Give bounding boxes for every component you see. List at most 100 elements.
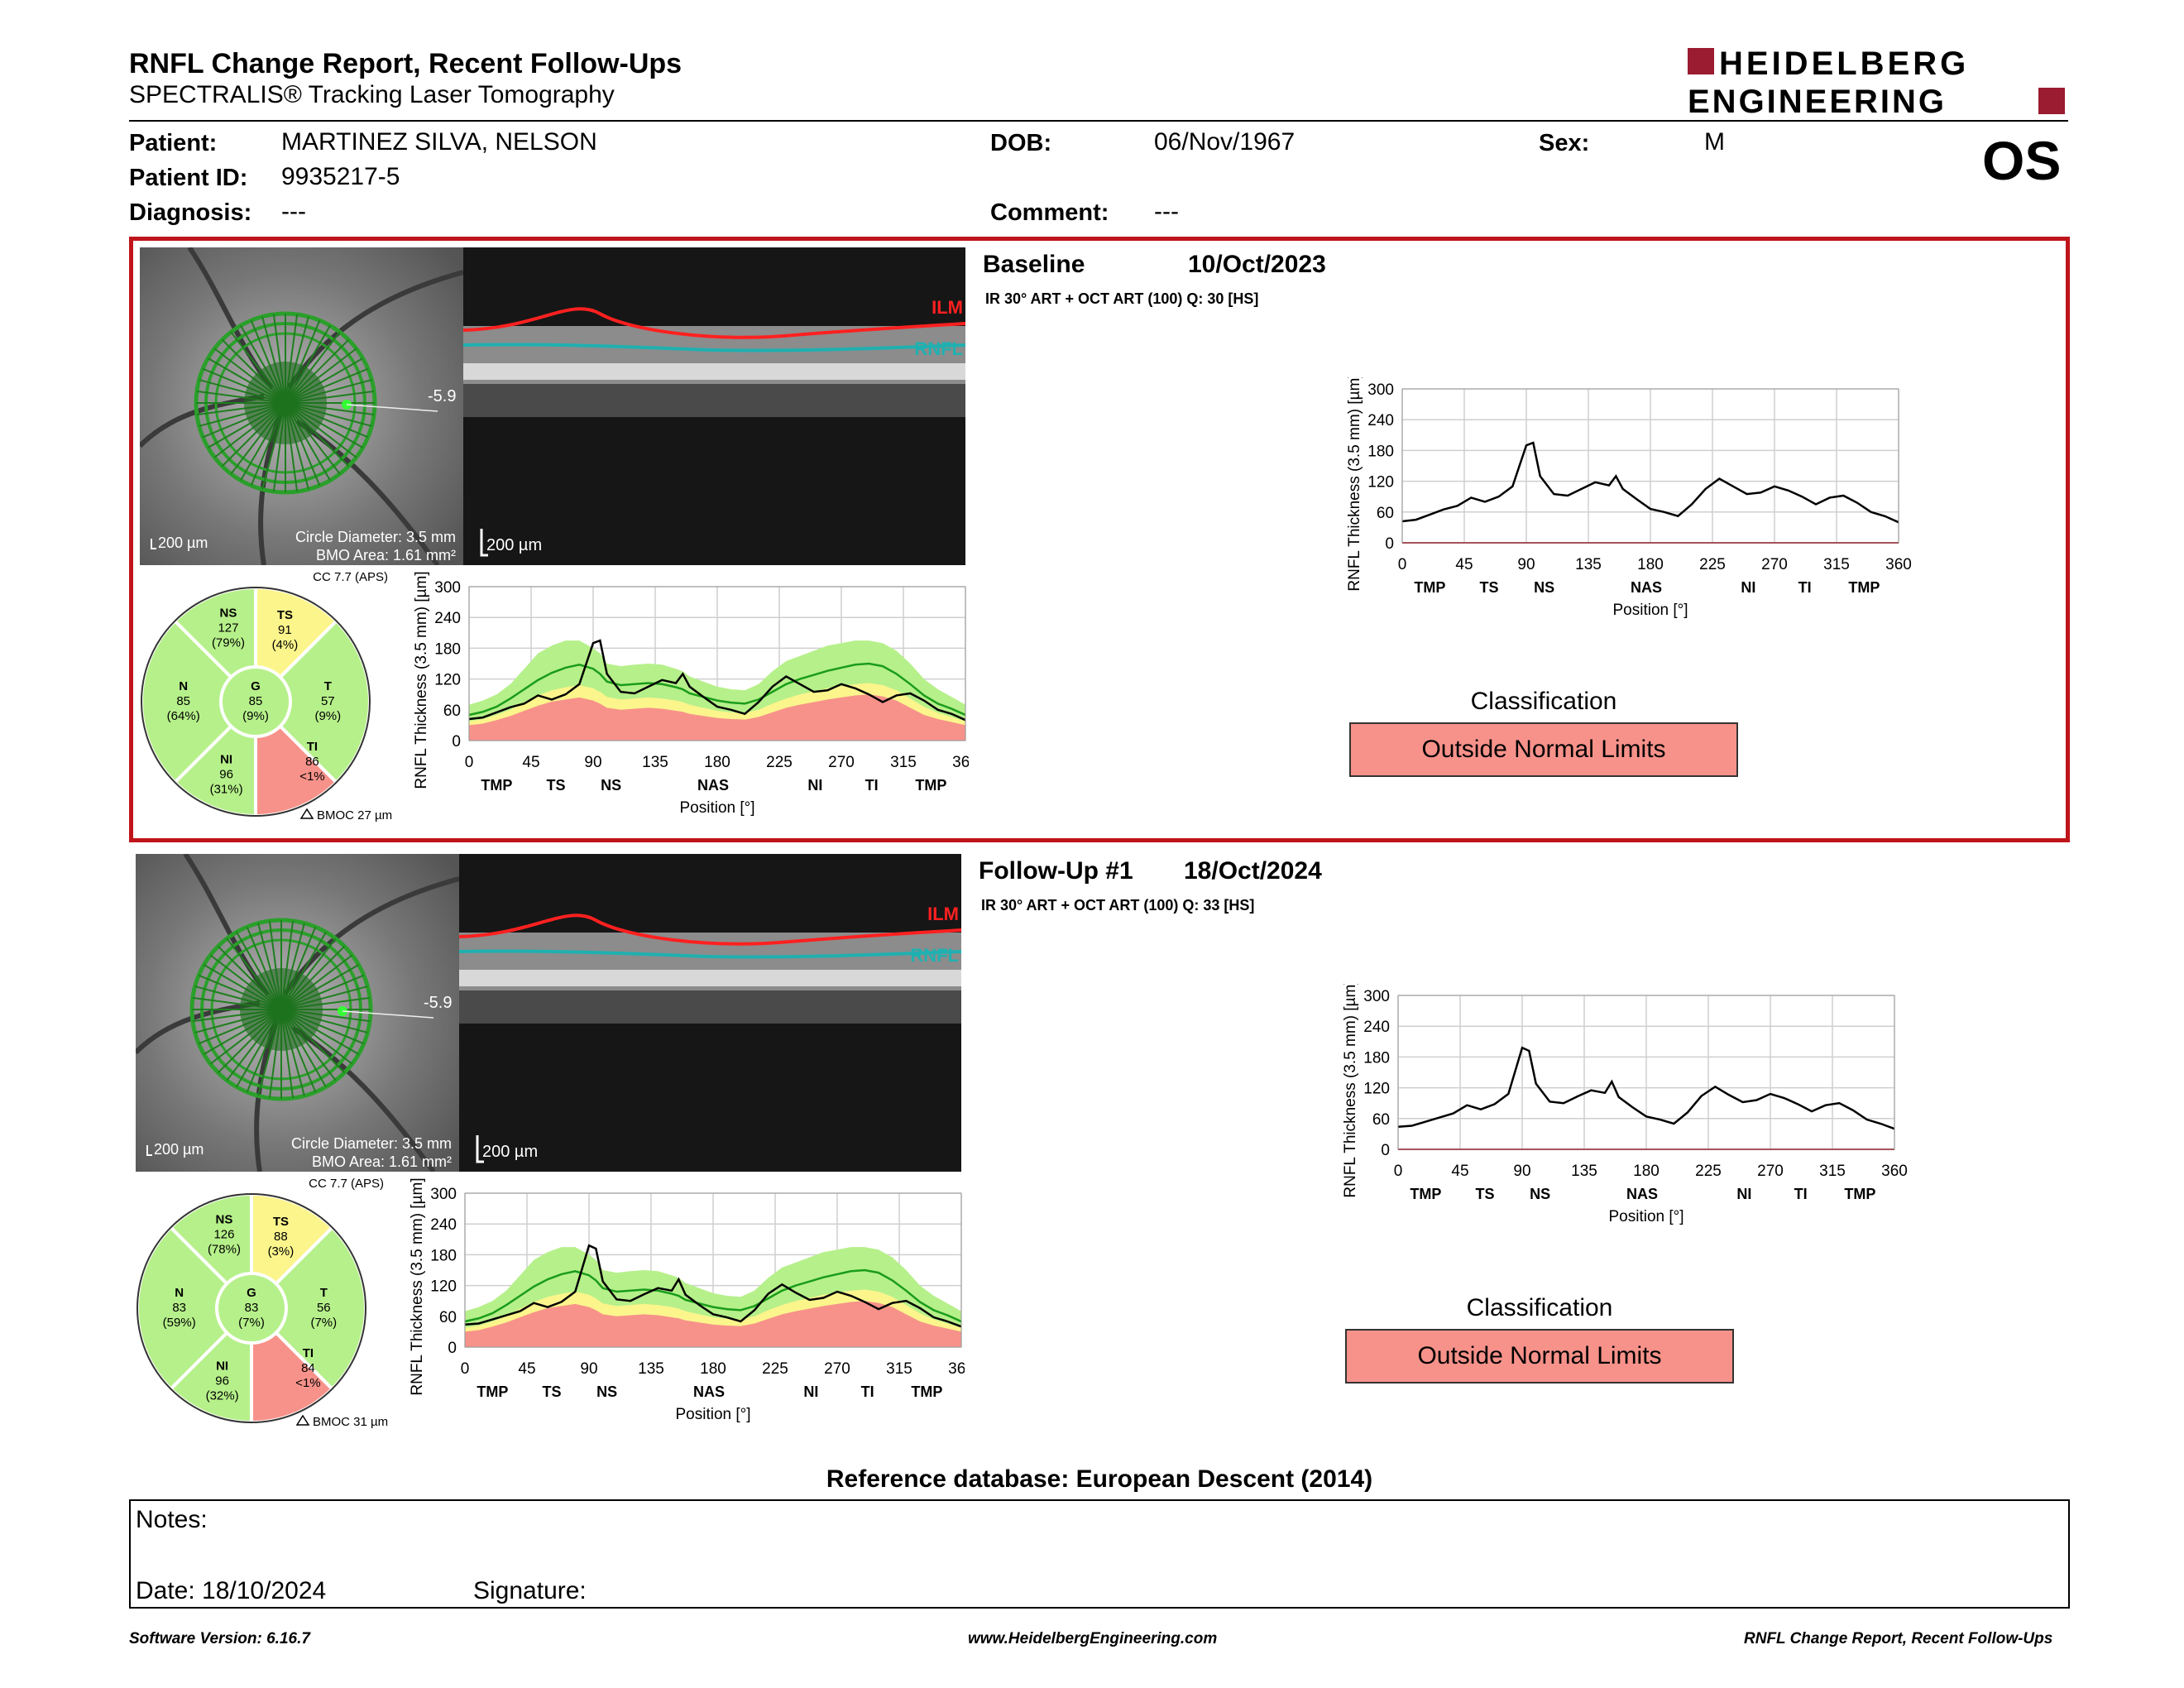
sector-axis-label: TMP [1848, 579, 1880, 596]
baseline-panel: -5.9 200 µm Circle Diameter: 3.5 mm BMO Are… [129, 237, 2070, 842]
sector-value: 85 [176, 694, 190, 708]
x-tick-label: 180 [704, 754, 730, 771]
sector-g [219, 665, 292, 738]
x-tick-label: 225 [1695, 1163, 1722, 1180]
sector-axis-label: TS [1475, 1186, 1494, 1202]
sex-value: M [1704, 128, 1725, 156]
header-divider [129, 120, 2068, 122]
sector-axis-label: TMP [477, 1383, 508, 1400]
x-tick-label: 0 [461, 1360, 470, 1378]
footer-website: www.HeidelbergEngineering.com [968, 1630, 1218, 1647]
sector-name: NS [220, 607, 237, 621]
rnfl-thickness-chart: 0 45 90 135 180 225 270 315 360 0 60 120 180 240 300 TM… [1205, 980, 2032, 1249]
x-axis-label: Position [°] [679, 799, 754, 817]
follow-up-panel: -5.9 200 µm Circle Diameter: 3.5 mm BMO Are… [129, 847, 2070, 1453]
x-tick-label: 360 [1885, 556, 1912, 573]
y-tick-label: 0 [448, 1340, 457, 1357]
sector-axis-label: NS [601, 777, 621, 794]
sector-value: 83 [245, 1301, 259, 1315]
x-tick-label: 360 [948, 1360, 965, 1378]
exam-date: 10/Oct/2023 [1188, 251, 1326, 278]
sector-name: TS [277, 608, 293, 622]
sector-name: T [324, 679, 332, 693]
x-tick-label: 0 [1398, 556, 1407, 573]
x-tick-label: 270 [1761, 556, 1788, 573]
y-axis-label: RNFL Thickness (3.5 mm) [µm] [413, 572, 430, 789]
sector-percentile: (31%) [210, 783, 243, 797]
dob-value: 06/Nov/1967 [1154, 128, 1296, 156]
sector-percentile: (79%) [212, 636, 245, 650]
y-tick-label: 240 [1363, 1019, 1390, 1036]
x-tick-label: 90 [1517, 556, 1535, 573]
sector-axis-label: NI [1736, 1186, 1751, 1202]
sector-name: NI [216, 1360, 228, 1374]
oct-scale-label: 200 µm [482, 1143, 538, 1161]
y-tick-label: 300 [430, 1186, 457, 1203]
y-tick-label: 240 [430, 1216, 457, 1234]
exam-date: 18/Oct/2024 [1184, 857, 1322, 885]
sector-value: 85 [249, 694, 263, 708]
x-axis-label: Position [°] [1608, 1208, 1684, 1225]
x-axis-label: Position [°] [1612, 602, 1688, 619]
sector-percentile: (78%) [208, 1243, 241, 1257]
patient-name: MARTINEZ SILVA, NELSON [281, 128, 597, 156]
x-tick-label: 180 [1637, 556, 1664, 573]
patient-label: Patient: [129, 130, 218, 156]
x-tick-label: 270 [824, 1360, 850, 1378]
comment-value: --- [1154, 198, 1179, 225]
y-tick-label: 180 [430, 1247, 457, 1264]
x-tick-label: 135 [638, 1360, 664, 1378]
rnfl-normative-chart: 0 45 90 135 180 225 270 315 360 0 60 120 180 240 300 TM… [133, 571, 979, 820]
sector-axis-label: NS [596, 1383, 617, 1400]
x-tick-label: 0 [465, 754, 474, 771]
y-tick-label: 120 [1367, 474, 1394, 492]
scan-info: IR 30° ART + OCT ART (100) Q: 33 [HS] [981, 897, 1255, 914]
measured-thickness-line [1401, 441, 1899, 524]
sector-name: TI [303, 1346, 314, 1360]
y-tick-label: 180 [1367, 443, 1394, 460]
sector-value: 86 [305, 755, 319, 769]
sector-axis-label: TMP [911, 1383, 942, 1400]
x-tick-label: 135 [1571, 1163, 1597, 1180]
x-tick-label: 225 [1699, 556, 1726, 573]
x-tick-label: 225 [766, 754, 793, 771]
fundus-image: -5.9 200 µm Circle Diameter: 3.5 mm BMO Are… [136, 854, 459, 1172]
y-tick-label: 180 [434, 640, 461, 658]
fundus-scale-label: 200 µm [158, 535, 208, 551]
x-tick-label: 315 [1819, 1163, 1846, 1180]
sector-value: 56 [317, 1301, 331, 1315]
rnfl-label: RNFL [910, 945, 959, 966]
y-tick-label: 240 [434, 610, 461, 627]
scan-info: IR 30° ART + OCT ART (100) Q: 30 [HS] [985, 290, 1259, 307]
sector-name: T [320, 1286, 328, 1300]
diagnosis-label: Diagnosis: [129, 199, 252, 226]
x-tick-label: 135 [1575, 556, 1602, 573]
sector-axis-label: TMP [481, 777, 512, 794]
sector-value: 126 [213, 1228, 234, 1242]
classification-title: Classification [1470, 688, 1617, 715]
x-tick-label: 45 [1451, 1163, 1468, 1180]
x-tick-label: 45 [1455, 556, 1473, 573]
y-tick-label: 60 [443, 703, 461, 720]
x-tick-label: 315 [890, 754, 917, 771]
sector-percentile: (7%) [310, 1316, 337, 1330]
sector-axis-label: TMP [1410, 1186, 1441, 1202]
measured-thickness-line [464, 1244, 962, 1328]
sector-percentile: (4%) [272, 638, 299, 652]
sector-g [215, 1272, 288, 1345]
y-tick-label: 0 [1385, 535, 1394, 553]
median-line [464, 1268, 962, 1323]
x-tick-label: 45 [518, 1360, 535, 1378]
rnfl-normative-chart: 0 45 90 135 180 225 270 315 360 0 60 120 180 240 300 TM… [129, 1177, 975, 1427]
x-tick-label: 270 [828, 754, 855, 771]
bmo-area-label: BMO Area: 1.61 mm² [316, 547, 456, 563]
sector-name: NS [216, 1213, 233, 1227]
x-tick-label: 270 [1757, 1163, 1784, 1180]
x-tick-label: 315 [1823, 556, 1850, 573]
sector-value: 88 [274, 1230, 288, 1244]
y-tick-label: 0 [452, 733, 461, 750]
y-tick-label: 180 [1363, 1049, 1390, 1067]
measured-thickness-line [1397, 1046, 1895, 1130]
sector-name: NI [220, 753, 232, 767]
sector-axis-label: NI [803, 1383, 818, 1400]
